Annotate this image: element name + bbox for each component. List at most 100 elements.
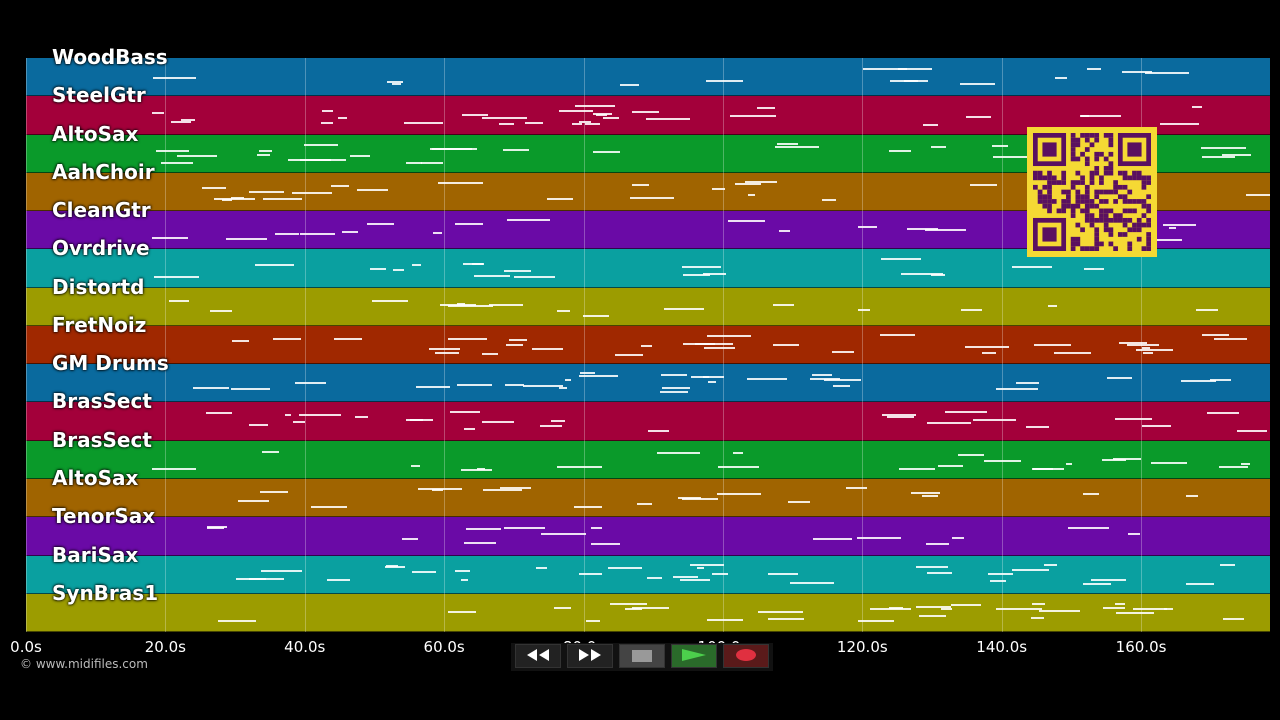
note-mark [790,581,834,584]
note-mark [1054,352,1092,355]
note-mark [969,183,998,186]
note-mark [1067,527,1110,530]
note-mark [774,145,820,148]
note-mark [433,231,442,234]
note-mark [392,268,405,271]
record-button[interactable] [723,644,769,668]
note-mark [646,118,690,121]
note-mark [391,82,401,85]
note-mark [503,526,546,529]
note-mark [1150,461,1188,464]
note-mark [580,372,596,375]
stop-button[interactable] [619,644,665,668]
track-lane[interactable] [26,593,1270,632]
track-lane[interactable] [26,555,1270,594]
note-mark [957,453,984,456]
note-mark [632,183,650,186]
note-mark [696,566,704,569]
note-mark [734,183,761,186]
note-mark [1086,67,1101,70]
note-mark [180,119,195,122]
record-icon [735,647,757,666]
track-name: BariSax [52,542,139,567]
track-lane[interactable] [26,58,1270,97]
note-mark [1082,583,1111,586]
note-mark [535,566,547,569]
note-mark [221,198,233,201]
note-mark [993,156,1035,159]
note-mark [773,344,799,347]
note-mark [455,222,483,225]
note-mark [718,465,760,468]
note-mark [822,198,836,201]
note-mark [558,110,593,113]
note-mark [457,383,493,386]
note-mark [201,187,227,190]
note-mark [1196,309,1219,312]
note-mark [648,430,669,433]
note-mark [232,340,249,343]
note-mark [411,465,420,468]
note-mark [981,352,996,355]
note-mark [416,386,450,389]
note-mark [1145,71,1190,74]
note-mark [707,381,716,384]
note-mark [657,451,700,454]
note-mark [831,351,854,354]
note-mark [1127,532,1140,535]
fast-forward-button[interactable] [567,644,613,668]
track-lane[interactable] [26,325,1270,365]
note-mark [1162,223,1196,226]
note-mark [311,506,347,509]
track-name: GM Drums [52,351,169,376]
play-button[interactable] [671,644,717,668]
note-mark [464,542,497,545]
note-mark [261,450,280,453]
note-mark [691,375,710,378]
note-mark [1112,457,1142,460]
note-mark [337,116,348,119]
note-mark [951,603,982,606]
note-mark [960,82,995,85]
track-lane[interactable] [26,364,1270,403]
note-mark [880,333,915,336]
note-mark [777,143,799,146]
note-mark [546,198,573,201]
note-mark [1101,458,1127,461]
note-mark [447,337,487,340]
note-mark [272,337,301,340]
note-mark [926,421,971,424]
rewind-button[interactable] [515,644,561,668]
note-mark [886,415,914,418]
note-mark [342,230,358,233]
note-mark [259,491,288,494]
tick-label: 40.0s [284,638,326,656]
note-mark [595,114,607,117]
note-mark [590,526,603,529]
note-mark [386,564,399,567]
note-mark [745,180,778,183]
track-lane[interactable] [26,440,1270,479]
note-mark [1202,155,1236,158]
note-mark [387,81,404,84]
qr-code-icon [1033,133,1151,251]
note-mark [401,537,418,540]
track-lane[interactable] [26,402,1270,441]
note-mark [151,468,196,471]
note-mark [767,618,805,621]
track-lane[interactable] [26,517,1270,556]
note-mark [1222,153,1251,156]
track-lane[interactable] [26,287,1270,326]
note-mark [889,607,903,610]
note-mark [609,602,647,605]
note-mark [153,76,196,79]
note-mark [659,391,689,394]
note-mark [1114,602,1126,605]
note-mark [554,607,571,610]
note-mark [300,232,335,235]
note-mark [845,487,867,490]
note-mark [778,229,791,232]
track-lane[interactable] [26,478,1270,518]
note-mark [583,314,610,317]
note-mark [717,493,762,496]
